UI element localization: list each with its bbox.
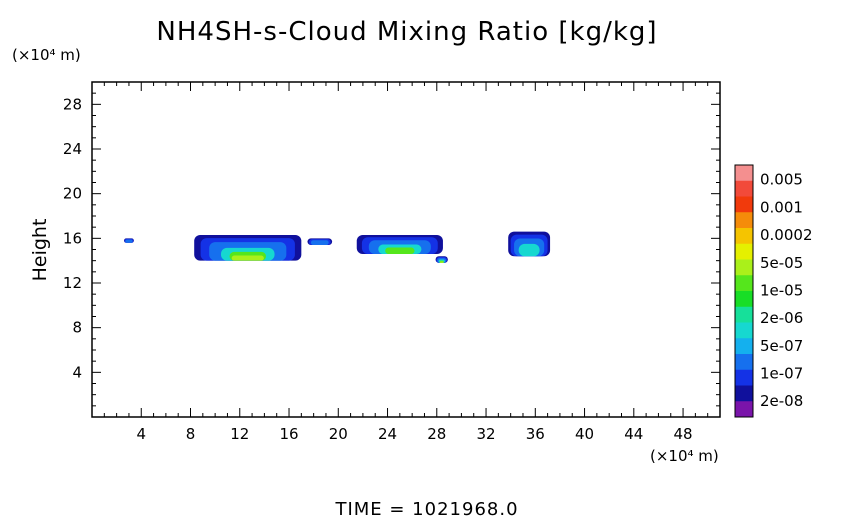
colorbar-label: 2e-08 [760, 392, 803, 410]
cloud-level [231, 255, 264, 261]
colorbar-label: 1e-05 [760, 281, 803, 299]
y-axis-label: Height [29, 219, 51, 282]
colorbar-swatch [735, 196, 753, 213]
cloud-level [439, 261, 444, 263]
y-tick-label: 4 [72, 363, 82, 381]
colorbar-label: 2e-06 [760, 309, 803, 327]
x-tick-label: 28 [427, 425, 446, 443]
x-tick-label: 36 [526, 425, 545, 443]
colorbar-swatch [735, 354, 753, 371]
cloud-blob-b [194, 234, 302, 261]
colorbar-label: 0.0002 [760, 226, 813, 244]
x-tick-label: 20 [329, 425, 348, 443]
x-tick-label: 44 [624, 425, 643, 443]
cloud-blob-c [307, 238, 333, 246]
colorbar-swatch [735, 369, 753, 386]
colorbar-swatch [735, 228, 753, 245]
x-tick-label: 4 [136, 425, 146, 443]
x-tick-label: 48 [674, 425, 693, 443]
chart-title: NH4SH-s-Cloud Mixing Ratio [kg/kg] [156, 17, 657, 47]
colorbar-label: 0.001 [760, 198, 803, 216]
colorbar-swatch [735, 385, 753, 402]
colorbar-label: 0.005 [760, 171, 803, 189]
cloud-level [310, 240, 329, 246]
cloud-blob-a [124, 238, 134, 243]
y-tick-label: 8 [72, 319, 82, 337]
cloud-blob-e [435, 256, 448, 263]
time-footer: TIME = 1021968.0 [334, 499, 518, 519]
x-unit-label: (×10⁴ m) [650, 447, 719, 465]
y-unit-label: (×10⁴ m) [12, 46, 81, 64]
cloud-level [385, 247, 415, 254]
colorbar-label: 1e-07 [760, 365, 803, 383]
cloud-blob-d [356, 234, 443, 254]
colorbar-swatch [735, 180, 753, 197]
y-tick-label: 24 [63, 140, 82, 158]
colorbar-swatch [735, 322, 753, 339]
y-tick-label: 28 [63, 95, 82, 113]
cloud-blob-f [508, 231, 551, 257]
x-tick-label: 24 [378, 425, 397, 443]
colorbar-swatch [735, 275, 753, 292]
plot-frame [91, 81, 721, 418]
x-tick-label: 8 [186, 425, 196, 443]
colorbar-swatch [735, 338, 753, 355]
x-tick-label: 12 [230, 425, 249, 443]
colorbar-frame [734, 164, 754, 418]
x-tick-label: 32 [476, 425, 495, 443]
colorbar-swatch [735, 259, 753, 276]
colorbar-swatch [735, 401, 753, 418]
colorbar-label: 5e-05 [760, 254, 803, 272]
colorbar-swatch [735, 306, 753, 323]
x-tick-label: 40 [575, 425, 594, 443]
y-tick-label: 12 [63, 274, 82, 292]
colorbar-swatch [735, 291, 753, 308]
y-tick-label: 20 [63, 185, 82, 203]
colorbar-swatch [735, 212, 753, 229]
colorbar-swatch [735, 165, 753, 182]
colorbar: 0.005 0.001 0.0002 5e-05 1e-05 2e-06 5e-07 1e-0… [734, 164, 813, 418]
cloud-field [124, 231, 551, 263]
x-tick-label: 16 [279, 425, 298, 443]
cloud-level [125, 239, 133, 243]
colorbar-label: 5e-07 [760, 337, 803, 355]
colorbar-swatch [735, 243, 753, 260]
y-tick-label: 16 [63, 229, 82, 247]
cloud-level [518, 243, 540, 257]
